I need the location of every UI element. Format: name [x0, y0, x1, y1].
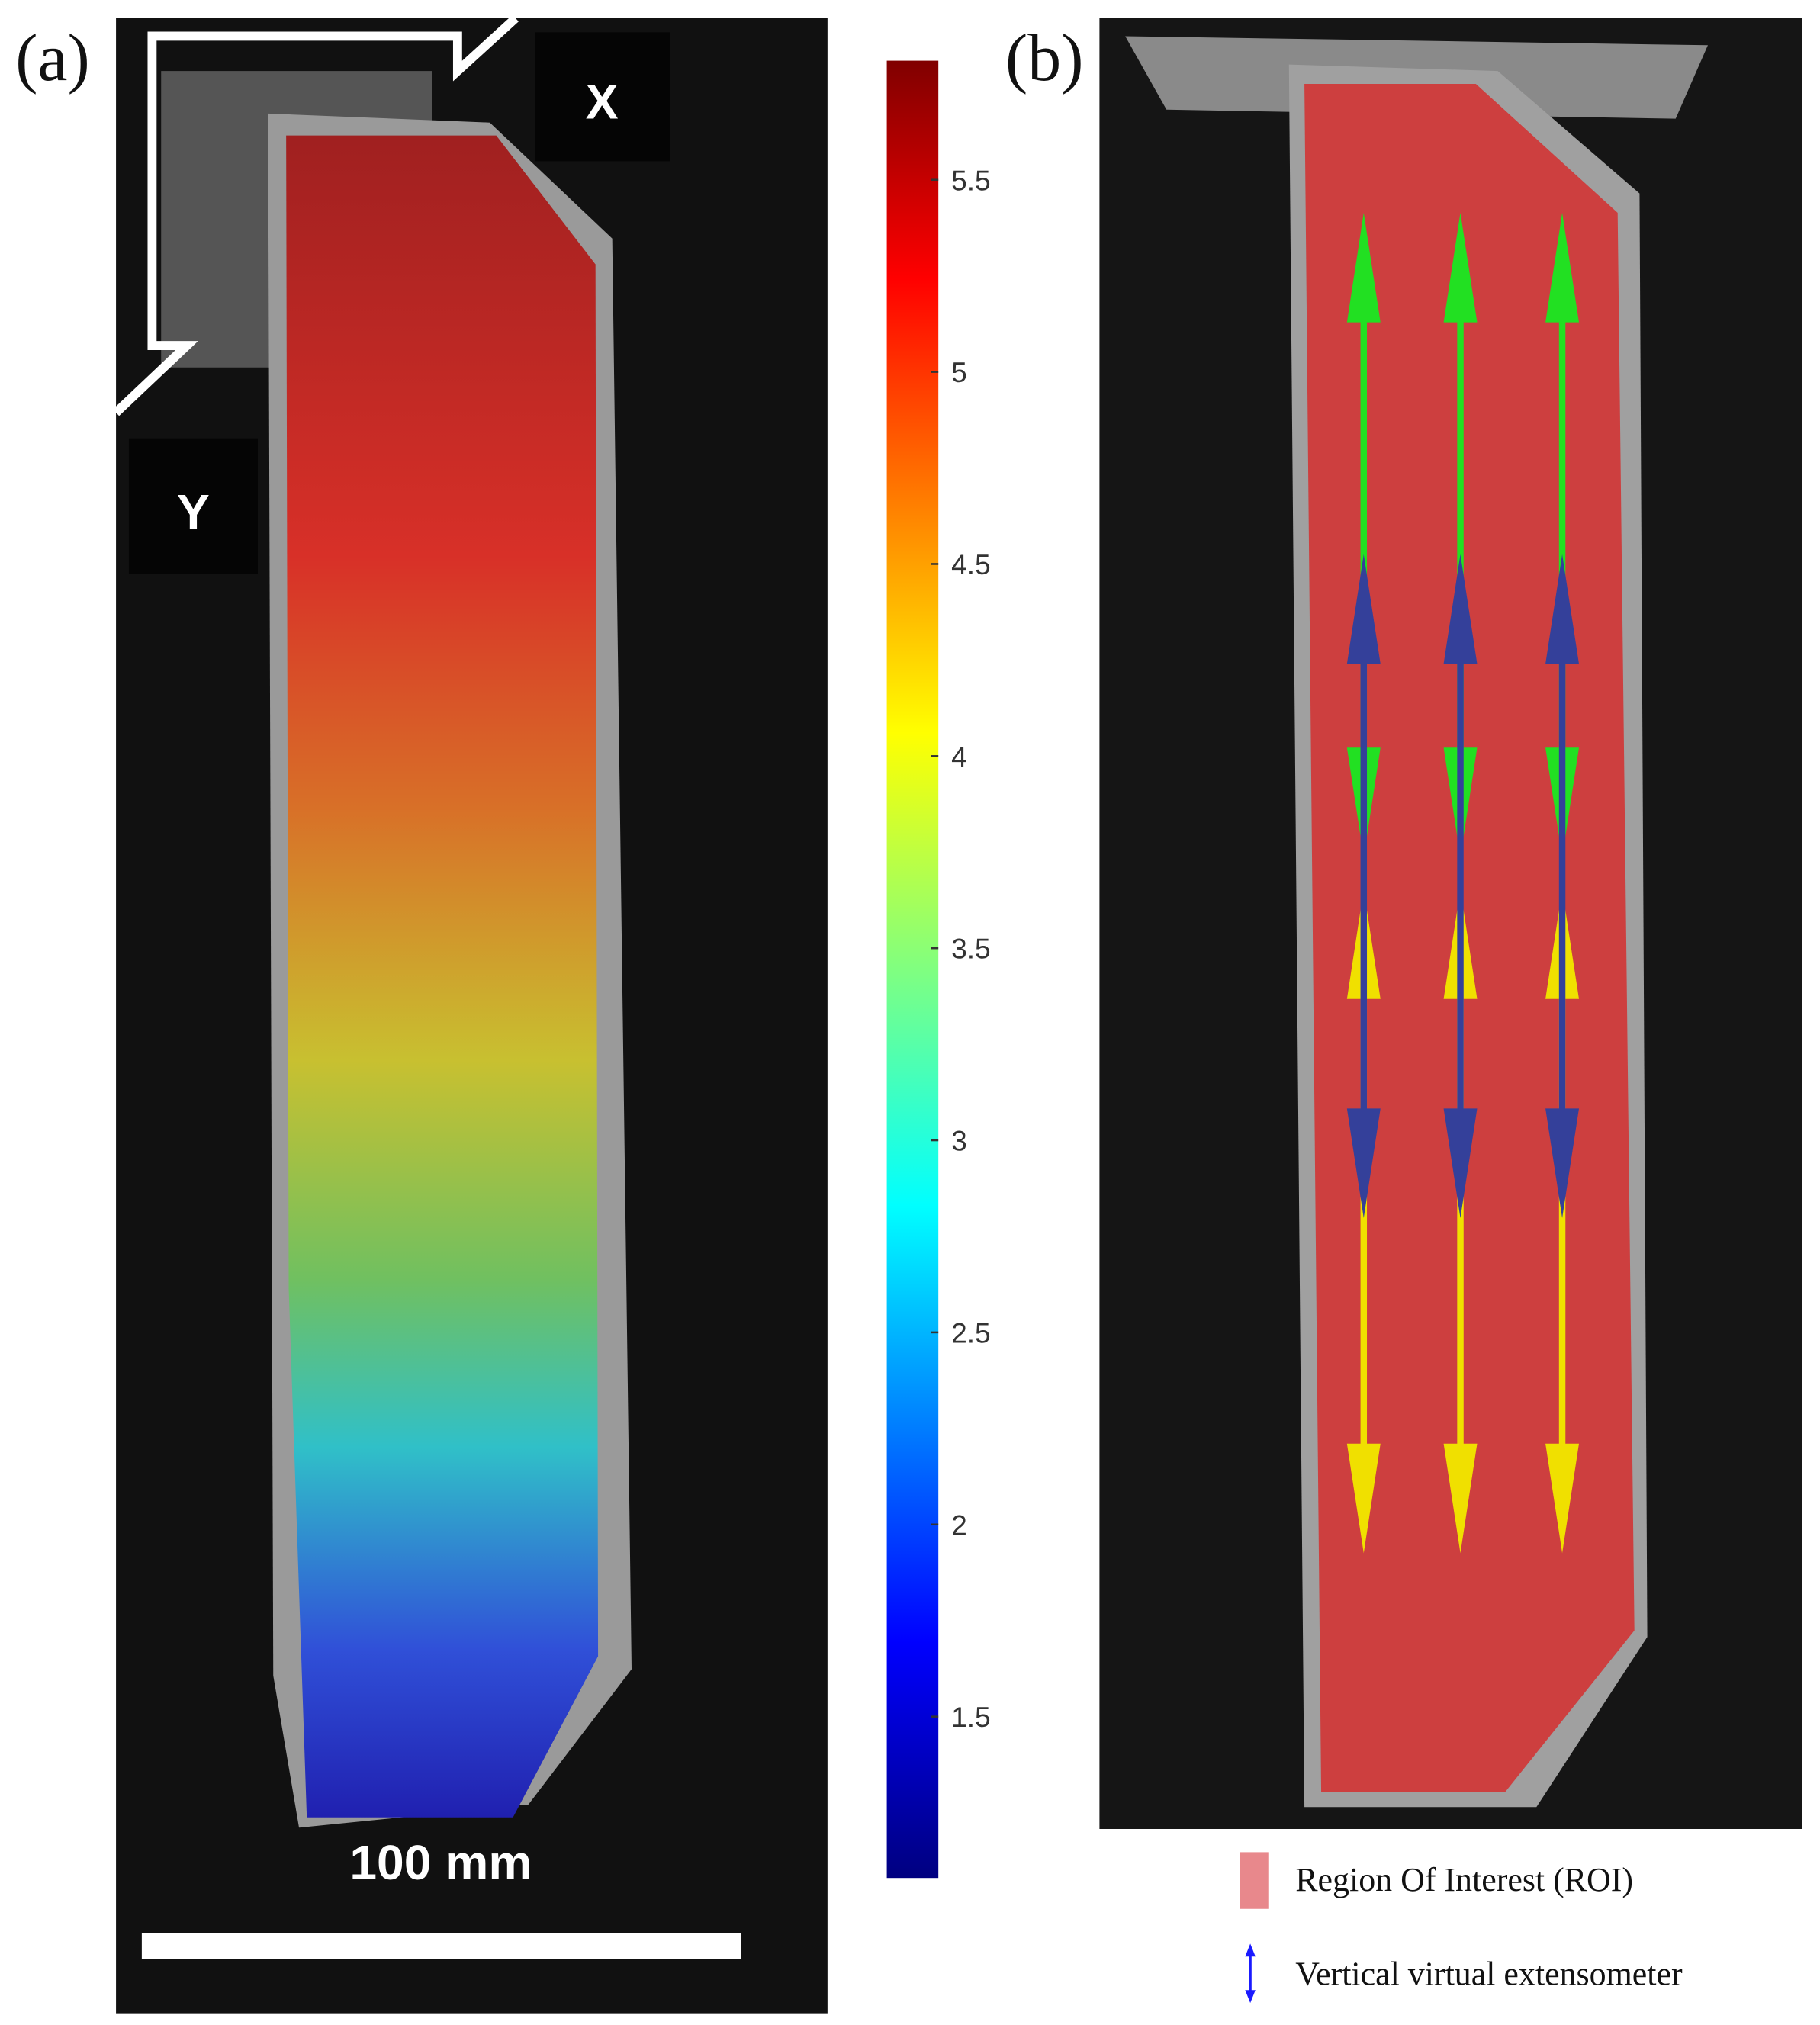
label-box	[535, 32, 670, 162]
arrow-head	[1545, 554, 1580, 664]
arrow-head	[1443, 554, 1478, 664]
legend-label: Region Of Interest (ROI)	[1295, 1861, 1633, 1898]
extensometers	[1346, 212, 1580, 1554]
arrow-head	[1346, 1108, 1381, 1219]
roi	[1304, 83, 1635, 1792]
tick-label: 4.5	[951, 548, 991, 580]
tick-label: 1.5	[951, 1701, 991, 1733]
scale-bar	[141, 1933, 741, 1959]
tick-label: 4	[951, 741, 967, 773]
tick-label: 5	[951, 356, 967, 388]
tick-label: 2.5	[951, 1316, 991, 1348]
axis-label: X	[586, 75, 619, 130]
arrow-head	[1443, 1108, 1478, 1219]
arrow-head	[1346, 554, 1381, 664]
legend-swatch	[1240, 1852, 1269, 1909]
strain-field	[286, 135, 599, 1818]
label-box	[128, 438, 258, 574]
colorbar	[886, 60, 939, 1879]
arrow-head	[1346, 1443, 1381, 1554]
arrow-head	[1346, 212, 1381, 323]
tick-label: 2	[951, 1509, 967, 1541]
arrow-head	[1443, 212, 1478, 323]
scale-label: 100 mm	[349, 1835, 532, 1890]
arrow-head	[1443, 1443, 1478, 1554]
frame	[113, 14, 519, 416]
legend-arrow	[1245, 1990, 1256, 2004]
arrow-head	[1545, 212, 1580, 323]
panel-label: (a)	[15, 21, 90, 95]
tick-label: 3.5	[951, 933, 991, 965]
axis-label: Y	[177, 484, 210, 539]
panel-label: (b)	[1005, 21, 1083, 95]
arrow-head	[1545, 1443, 1580, 1554]
tick-label: 5.5	[951, 164, 991, 196]
arrow-head	[1545, 1108, 1580, 1219]
legend-arrow	[1245, 1943, 1256, 1957]
tick-label: 3	[951, 1125, 967, 1157]
legend-label: Vertical virtual extensometer	[1295, 1955, 1683, 1992]
